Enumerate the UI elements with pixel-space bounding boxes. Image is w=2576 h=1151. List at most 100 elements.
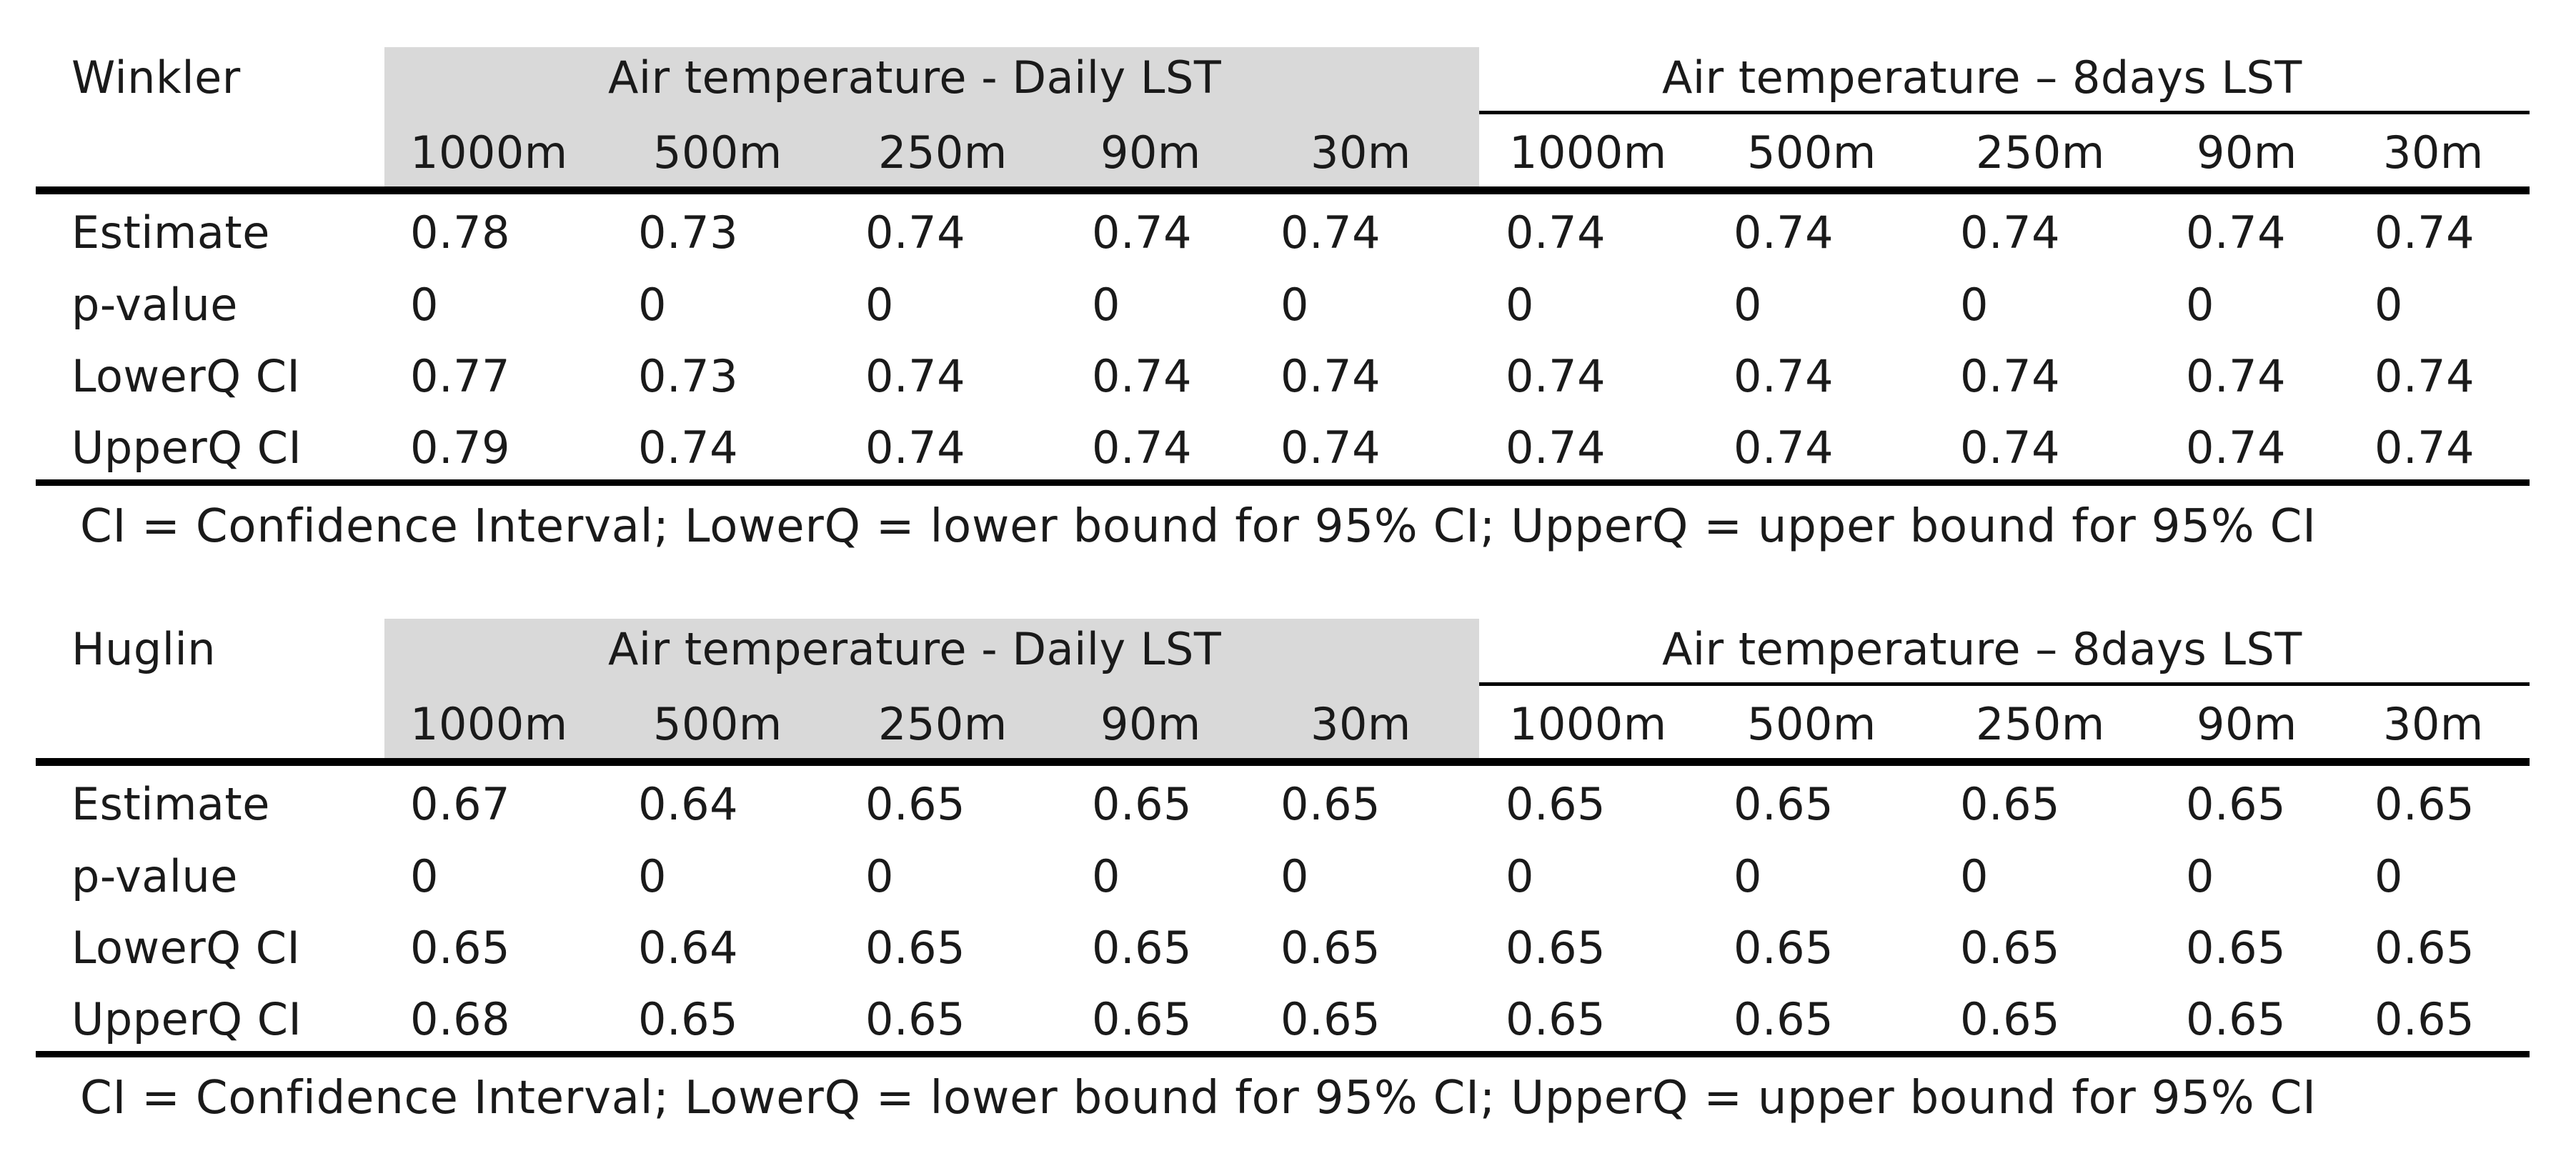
table-cell: 0 [1506,850,1534,902]
table-cell: 0.65 [2374,993,2475,1045]
table-cell: 0.74 [1734,350,1834,402]
table-cell: 0.79 [410,422,511,474]
group-header-8days: Air temperature – 8days LST [1662,51,2302,104]
table-cell: 0.65 [1734,778,1834,830]
table-cell: 0.65 [1960,993,2061,1045]
col-header: 30m [2383,126,2484,179]
table-cell: 0 [410,279,439,331]
table-cell: 0.74 [638,422,739,474]
table-cell: 0.74 [1092,206,1193,259]
row-label: p-value [71,850,238,902]
daily-lst-resolution-shading [384,687,1479,758]
table-cell: 0.64 [638,778,739,830]
table-cell: 0.73 [638,206,739,259]
table-cell: 0.74 [1506,350,1606,402]
row-label: LowerQ CI [71,922,301,974]
table-cell: 0.74 [2374,422,2475,474]
col-header: 250m [878,698,1008,750]
col-header: 30m [2383,698,2484,750]
row-label: UpperQ CI [71,993,302,1045]
row-label: Estimate [71,206,270,259]
col-header: 250m [1976,126,2105,179]
table-cell: 0.65 [2374,778,2475,830]
table-cell: 0.78 [410,206,511,259]
table-cell: 0.73 [638,350,739,402]
table-cell: 0.65 [1280,922,1381,974]
table-cell: 0 [1734,850,1762,902]
table-cell: 0 [1092,850,1120,902]
table-cell: 0.74 [1506,422,1606,474]
table-cell: 0.65 [1506,993,1606,1045]
table-index-label: Huglin [71,623,217,675]
header-rule [36,186,2530,194]
col-header: 500m [653,698,782,750]
table-cell: 0 [1960,850,1989,902]
table-cell: 0.74 [865,422,966,474]
footnote: CI = Confidence Interval; LowerQ = lower… [80,1072,2317,1125]
table-cell: 0.74 [1092,422,1193,474]
group-header-rule [1479,682,2530,686]
table-cell: 0.65 [1734,922,1834,974]
col-header: 250m [878,126,1008,179]
table-cell: 0.74 [2186,422,2287,474]
table-cell: 0.74 [2186,350,2287,402]
col-header: 90m [1100,698,1201,750]
table-cell: 0.77 [410,350,511,402]
footnote: CI = Confidence Interval; LowerQ = lower… [80,500,2317,553]
table-cell: 0 [638,279,667,331]
table-cell: 0.65 [2186,778,2287,830]
table-cell: 0.74 [1960,422,2061,474]
table-cell: 0 [1280,279,1309,331]
table-cell: 0.65 [410,922,511,974]
table-cell: 0 [1280,850,1309,902]
col-header: 500m [1747,126,1876,179]
table-cell: 0.65 [2186,993,2287,1045]
col-header: 1000m [1509,126,1667,179]
col-header: 90m [2197,126,2297,179]
table-cell: 0 [410,850,439,902]
table-cell: 0.74 [1960,350,2061,402]
table-cell: 0 [1960,279,1989,331]
table-cell: 0.65 [865,922,966,974]
table-cell: 0 [2186,850,2214,902]
group-header-8days: Air temperature – 8days LST [1662,623,2302,675]
group-header-daily: Air temperature - Daily LST [608,623,1222,675]
col-header: 500m [653,126,782,179]
table-cell: 0.74 [2186,206,2287,259]
table-cell: 0.65 [1092,778,1193,830]
col-header: 1000m [410,698,568,750]
row-label: Estimate [71,778,270,830]
row-label: UpperQ CI [71,422,302,474]
table-cell: 0.74 [1280,206,1381,259]
table-cell: 0.65 [1506,778,1606,830]
col-header: 250m [1976,698,2105,750]
table-cell: 0.67 [410,778,511,830]
table-cell: 0.65 [1092,993,1193,1045]
table-cell: 0.65 [1506,922,1606,974]
table-cell: 0 [1092,279,1120,331]
table-cell: 0.74 [865,206,966,259]
table-cell: 0.65 [1960,922,2061,974]
col-header: 90m [2197,698,2297,750]
table-cell: 0.65 [865,993,966,1045]
col-header: 1000m [410,126,568,179]
table-cell: 0.65 [865,778,966,830]
table-cell: 0 [1734,279,1762,331]
table-cell: 0 [2374,279,2403,331]
table-cell: 0.65 [2374,922,2475,974]
table-cell: 0.74 [1506,206,1606,259]
row-label: LowerQ CI [71,350,301,402]
table-cell: 0.65 [1092,922,1193,974]
daily-lst-resolution-shading [384,115,1479,186]
table-cell: 0.74 [1092,350,1193,402]
table-cell: 0.74 [2374,206,2475,259]
table-cell: 0 [638,850,667,902]
table-cell: 0.65 [2186,922,2287,974]
table-cell: 0 [2186,279,2214,331]
table-cell: 0.65 [1960,778,2061,830]
table-cell: 0.65 [638,993,739,1045]
table-cell: 0.74 [2374,350,2475,402]
table-cell: 0.65 [1734,993,1834,1045]
table-cell: 0.74 [1734,422,1834,474]
table-cell: 0.65 [1280,993,1381,1045]
